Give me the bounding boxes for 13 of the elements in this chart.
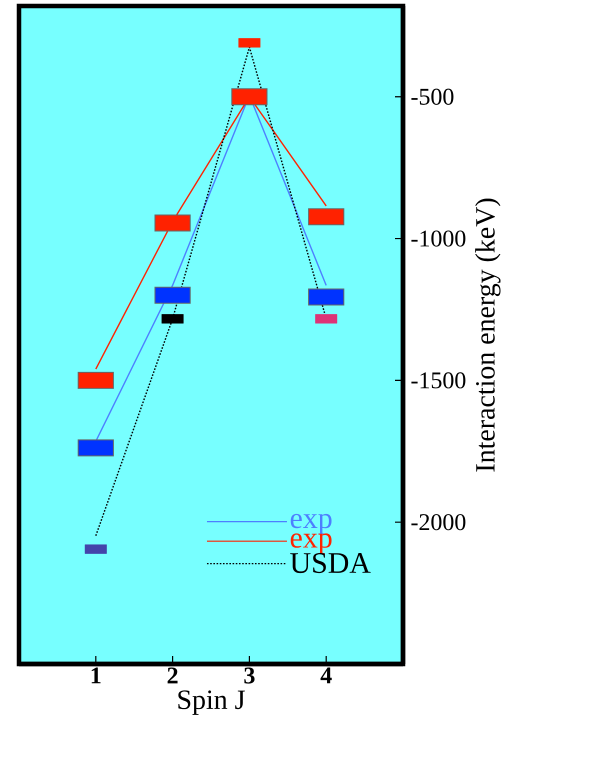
y-tick-label: -500 [411, 88, 454, 105]
x-tick-label: 2 [168, 668, 178, 684]
x-tick-label: 3 [244, 668, 255, 684]
y-tick-label: -1500 [411, 372, 466, 388]
y-tick-label: -1000 [411, 230, 466, 247]
x-tick-label: 1 [92, 668, 101, 684]
legend-label: exp [290, 514, 332, 534]
x-tick-label: 4 [320, 668, 332, 684]
x-axis-title: Spin J [178, 690, 245, 715]
legend-label: exp [290, 533, 332, 554]
legend-label: USDA [290, 552, 371, 574]
y-tick-label: -2000 [411, 514, 466, 530]
y-axis-title: Interaction energy (keV) [475, 198, 501, 472]
